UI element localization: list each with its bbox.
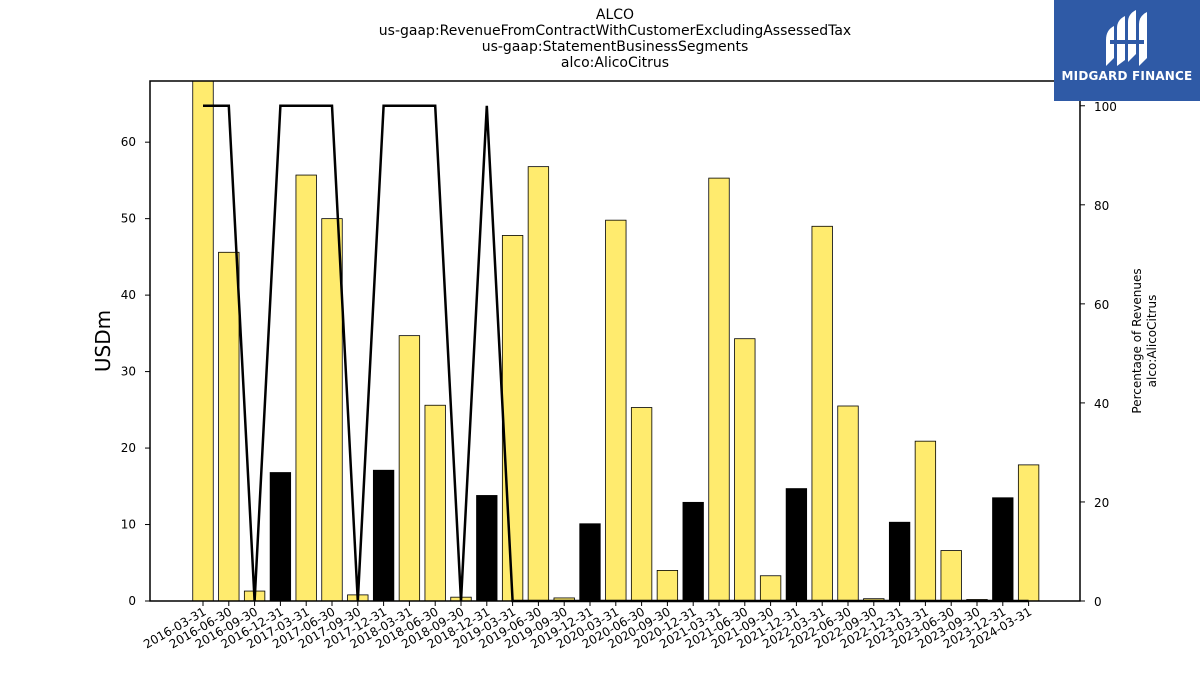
y-right-tick-label: 40 [1094,397,1109,411]
bar-2019-03-31 [501,235,524,602]
bar-2017-12-31 [372,469,395,602]
y-right-label-line: alco:AlicoCitrus [1145,295,1159,388]
bar-2024-03-31 [1017,464,1040,602]
bar-2022-06-30 [837,405,859,602]
bar-2021-12-31 [785,488,808,602]
bar-2020-06-30 [630,407,653,602]
bar-2021-03-31 [708,177,730,602]
bar-2023-03-31 [914,440,937,602]
bar-2016-03-31 [192,80,214,602]
bar-2021-06-30 [734,338,756,602]
bar-2017-03-31 [295,174,317,602]
y-right-tick-label: 80 [1094,199,1109,213]
y-right-tick-label: 100 [1094,100,1117,114]
bar-2016-06-30 [218,251,240,602]
bar-2017-06-30 [321,218,343,602]
bar-2023-12-31 [992,497,1014,602]
bar-2018-06-30 [424,404,446,602]
x-axis: 2016-03-312016-06-302016-09-302016-12-31… [141,601,1034,651]
y-tick-label: 10 [121,518,136,532]
midgard-finance-logo: MIDGARD FINANCE [1054,0,1200,101]
bar-2018-12-31 [476,495,498,602]
plot-frame [149,80,1081,602]
bar-2019-06-30 [527,166,550,602]
y-axis-right: 0 20 40 60 80 100 [1080,100,1117,609]
y-axis-left: 0 10 20 30 40 50 60 [121,135,150,608]
chart-title-line: ALCO [595,7,635,23]
bar-2020-12-31 [682,501,704,602]
bar-series [192,80,1040,602]
chart-title-line: us-gaap:RevenueFromContractWithCustomerE… [378,23,852,39]
bar-2016-12-31 [269,472,292,602]
chart-title-line: alco:AlicoCitrus [560,55,670,71]
bar-2020-03-31 [605,219,627,602]
y-tick-label: 50 [121,212,136,226]
bar-2019-12-31 [579,523,601,602]
y-axis-label: USDm [91,310,115,372]
y-right-tick-label: 60 [1094,298,1109,312]
y-tick-label: 40 [121,288,136,302]
y-right-tick-label: 20 [1094,496,1109,510]
bar-2022-12-31 [888,521,911,602]
logo-text: MIDGARD FINANCE [1061,69,1193,83]
y-axis-right-label: Percentage of Revenues alco:AlicoCitrus [1130,268,1159,413]
bar-2018-03-31 [398,335,421,602]
y-right-label-line: Percentage of Revenues [1130,268,1144,413]
y-tick-label: 20 [121,441,136,455]
bar-2021-09-30 [759,575,782,602]
bar-2020-09-30 [656,570,679,602]
bar-2022-03-31 [811,225,833,602]
midgard-logo-icon [1106,10,1147,66]
y-tick-label: 0 [128,594,136,608]
y-right-tick-label: 0 [1094,595,1102,609]
y-tick-label: 30 [121,365,136,379]
bar-2023-06-30 [940,550,962,602]
chart-title-line: us-gaap:StatementBusinessSegments [481,39,749,55]
y-tick-label: 60 [121,135,136,149]
